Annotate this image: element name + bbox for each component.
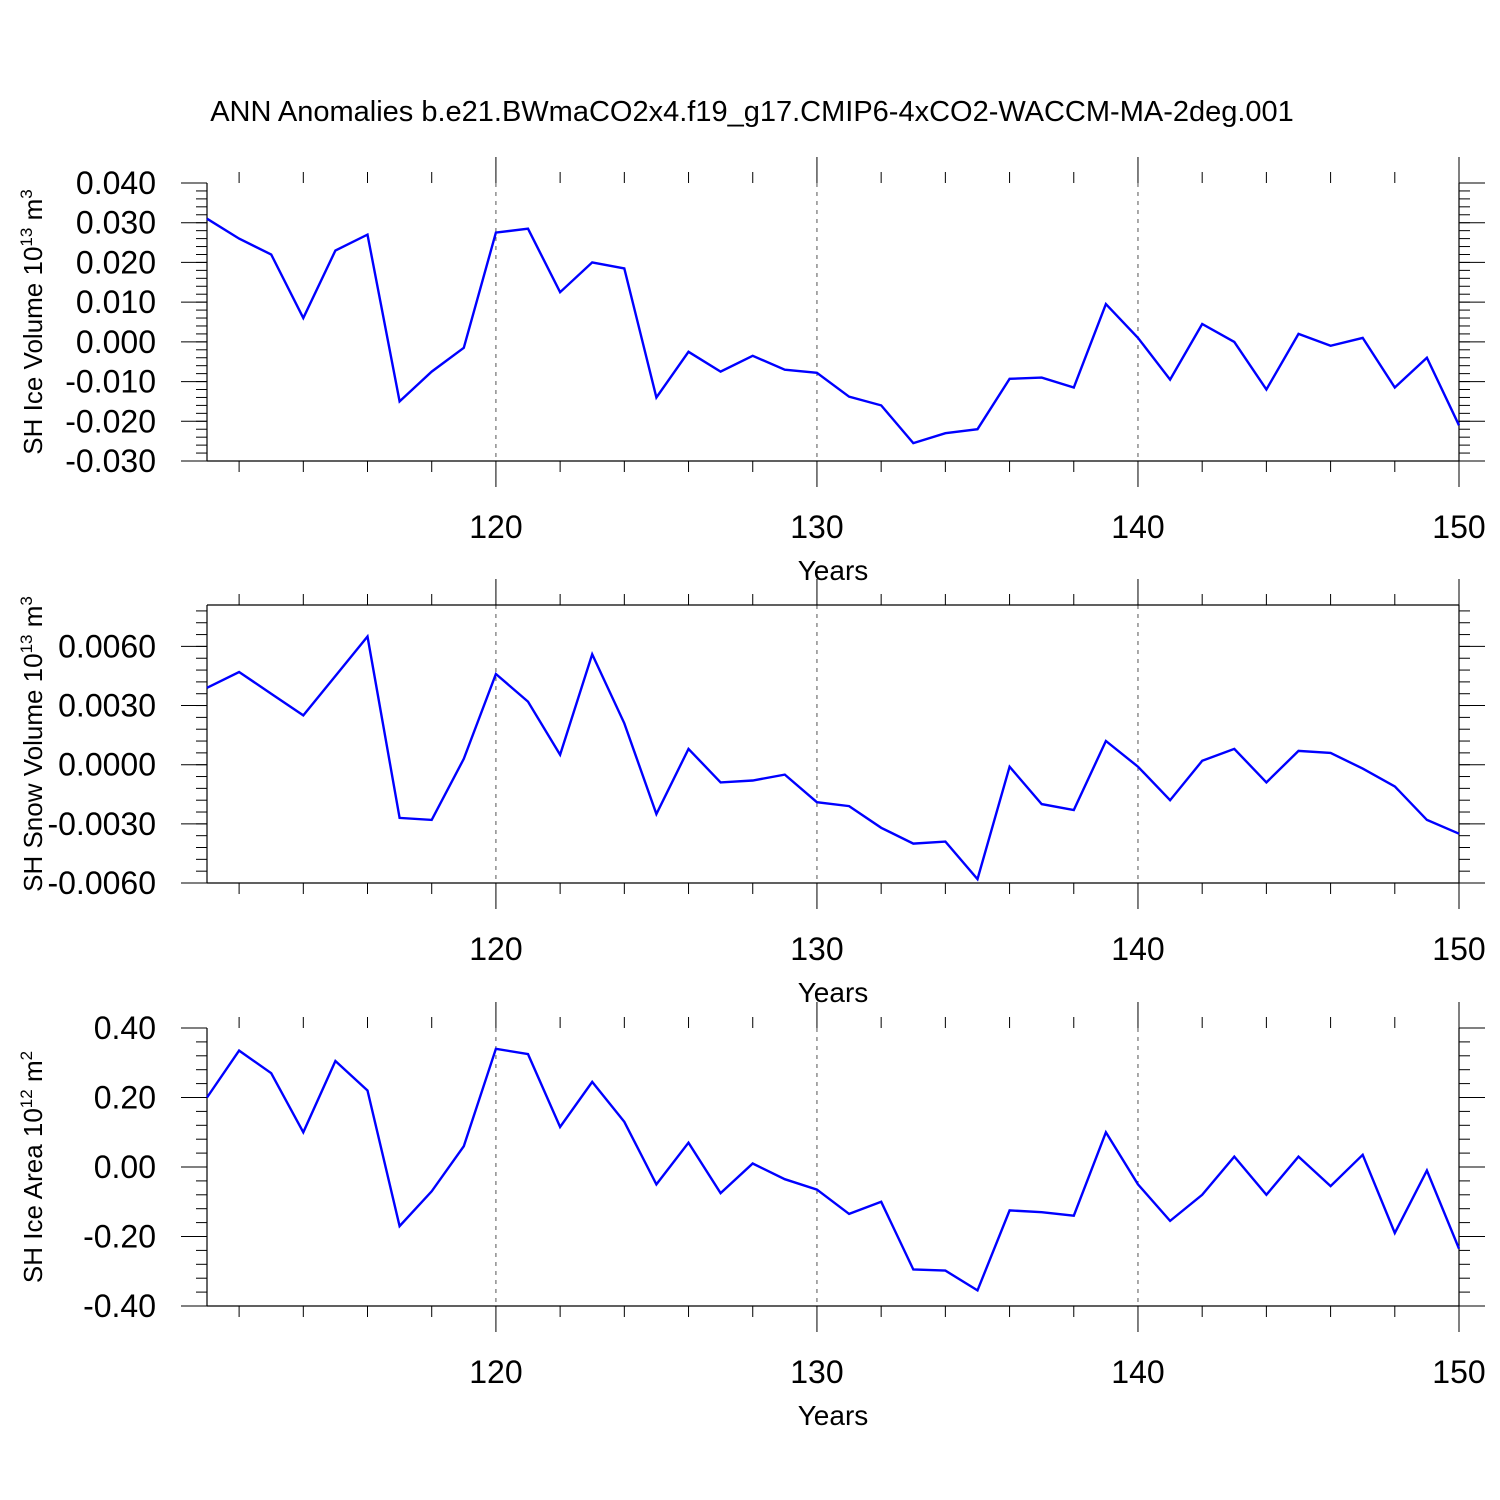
y-tick-label: 0.0060 xyxy=(58,628,156,664)
x-tick-label: 140 xyxy=(1111,931,1164,967)
y-tick-label: 0.0000 xyxy=(58,747,156,783)
x-tick-label: 150 xyxy=(1432,509,1485,545)
y-tick-label: 0.00 xyxy=(94,1149,156,1185)
y-tick-label: -0.030 xyxy=(65,443,156,479)
y-axis-label: SH Snow Volume 1013 m3 xyxy=(17,596,48,892)
series-line xyxy=(206,1047,1461,1293)
panel-3: -0.40 -0.20 0.00 0.20 0.40 120 130 140 150 Years S… xyxy=(17,1002,1486,1431)
x-tick-label: 130 xyxy=(790,931,843,967)
y-tick-label: 0.40 xyxy=(94,1010,156,1046)
y-axis-label: SH Ice Volume 1013 m3 xyxy=(17,189,48,454)
x-tick-label: 120 xyxy=(469,931,522,967)
x-tick-label: 130 xyxy=(790,1354,843,1390)
y-tick-label: 0.020 xyxy=(76,244,156,280)
figure-title: ANN Anomalies b.e21.BWmaCO2x4.f19_g17.CM… xyxy=(210,96,1294,128)
x-tick-label: 150 xyxy=(1432,1354,1485,1390)
y-tick-label: -0.020 xyxy=(65,403,156,439)
y-tick-label: 0.20 xyxy=(94,1080,156,1116)
y-tick-label: 0.000 xyxy=(76,324,156,360)
y-tick-label: -0.20 xyxy=(83,1219,156,1255)
x-axis-label: Years xyxy=(798,977,869,1008)
x-axis-label: Years xyxy=(798,555,869,586)
y-tick-label: -0.40 xyxy=(83,1288,156,1324)
x-tick-label: 140 xyxy=(1111,509,1164,545)
x-tick-label: 140 xyxy=(1111,1354,1164,1390)
x-tick-label: 120 xyxy=(469,509,522,545)
series-line xyxy=(206,633,1460,882)
series-line xyxy=(206,217,1461,445)
x-tick-label: 130 xyxy=(790,509,843,545)
y-tick-label: -0.010 xyxy=(65,364,156,400)
y-tick-label: 0.010 xyxy=(76,284,156,320)
y-tick-label: 0.030 xyxy=(76,205,156,241)
y-tick-label: -0.0060 xyxy=(47,865,156,901)
x-axis-label: Years xyxy=(798,1400,869,1431)
x-tick-label: 120 xyxy=(469,1354,522,1390)
y-tick-label: -0.0030 xyxy=(47,806,156,842)
panel-2: -0.0060 -0.0030 0.0000 0.0030 0.0060 120 130 14… xyxy=(17,579,1486,1008)
y-tick-label: 0.0030 xyxy=(58,688,156,724)
x-tick-label: 150 xyxy=(1432,931,1485,967)
y-tick-label: 0.040 xyxy=(76,165,156,201)
y-axis-label: SH Ice Area 1012 m2 xyxy=(17,1051,48,1283)
